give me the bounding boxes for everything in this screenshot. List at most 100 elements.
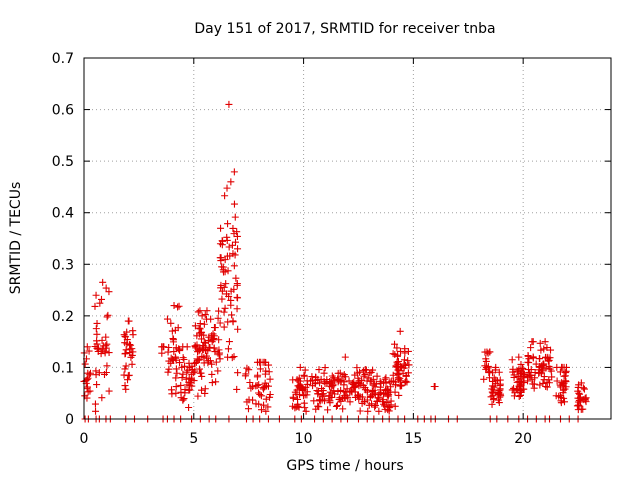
data-point (167, 319, 175, 327)
data-point (253, 373, 261, 381)
data-point (180, 395, 188, 403)
data-point (231, 213, 239, 221)
data-point (575, 389, 583, 397)
data-point (209, 335, 217, 343)
data-point (176, 347, 184, 355)
data-point (293, 376, 301, 384)
data-point (230, 353, 238, 361)
data-point (400, 356, 408, 364)
data-point (234, 369, 242, 377)
data-point (177, 381, 185, 389)
data-point (538, 362, 546, 370)
data-point (326, 388, 334, 396)
data-point (560, 386, 568, 394)
data-point (575, 396, 583, 404)
data-point (260, 401, 268, 409)
data-point (289, 402, 297, 410)
data-point (394, 357, 402, 365)
data-point (489, 392, 497, 400)
data-point (185, 404, 193, 412)
plot-frame (83, 57, 612, 420)
data-point (195, 365, 203, 373)
data-point (576, 393, 584, 401)
data-point (532, 360, 540, 368)
y-tick-label: 0 (65, 412, 74, 428)
data-point (224, 220, 232, 228)
data-point (381, 402, 389, 410)
data-point (247, 384, 255, 392)
data-point (98, 394, 106, 402)
data-point (395, 391, 403, 399)
data-point (178, 374, 186, 382)
data-point (201, 311, 209, 319)
data-point (515, 382, 523, 390)
data-point (232, 274, 240, 282)
data-point (97, 295, 105, 303)
data-point (225, 292, 233, 300)
data-point (195, 347, 203, 355)
data-point (404, 347, 412, 355)
data-point (249, 383, 257, 391)
data-point (382, 374, 390, 382)
data-point (393, 344, 401, 352)
data-point (345, 377, 353, 385)
data-point (495, 387, 503, 395)
data-point (265, 368, 273, 376)
data-point (102, 284, 110, 292)
data-point (529, 380, 537, 388)
data-point (85, 371, 93, 379)
x-tick-label: 20 (514, 431, 532, 447)
data-point (177, 388, 185, 396)
y-tick-label: 0.6 (52, 103, 74, 119)
data-point (172, 383, 180, 391)
data-point (234, 325, 242, 333)
data-point (535, 355, 543, 363)
data-point (210, 323, 218, 331)
data-point (337, 397, 345, 405)
y-tick-label: 0.1 (52, 360, 74, 376)
data-point (527, 371, 535, 379)
data-point (314, 375, 322, 383)
data-point (391, 340, 399, 348)
data-point (225, 100, 233, 108)
data-point (223, 236, 231, 244)
data-point (393, 369, 401, 377)
data-point (556, 392, 564, 400)
data-point (219, 263, 227, 271)
data-point (196, 307, 204, 315)
data-point (364, 407, 372, 415)
data-point (99, 342, 107, 350)
data-point (509, 365, 517, 373)
data-point (391, 388, 399, 396)
data-point (243, 364, 251, 372)
data-point (353, 369, 361, 377)
data-point (201, 385, 209, 393)
y-tick-label: 0.2 (52, 309, 74, 325)
data-point (294, 395, 302, 403)
data-point (496, 382, 504, 390)
data-point (158, 349, 166, 357)
data-point (358, 376, 366, 384)
data-point (200, 320, 208, 328)
data-point (124, 372, 132, 380)
data-point (541, 338, 549, 346)
data-point (223, 184, 231, 192)
data-point (319, 390, 327, 398)
y-tick-label: 0.7 (52, 51, 74, 67)
data-point (328, 372, 336, 380)
data-point (83, 375, 91, 383)
data-point (261, 370, 269, 378)
data-point (125, 317, 133, 325)
data-point (215, 307, 223, 315)
data-point (307, 377, 315, 385)
data-point (91, 400, 99, 408)
data-point (330, 387, 338, 395)
data-point (194, 348, 202, 356)
data-point (191, 322, 199, 330)
data-point (488, 400, 496, 408)
data-point (230, 262, 238, 270)
data-point (218, 295, 226, 303)
data-point (389, 350, 397, 358)
data-point (527, 344, 535, 352)
data-point (216, 319, 224, 327)
